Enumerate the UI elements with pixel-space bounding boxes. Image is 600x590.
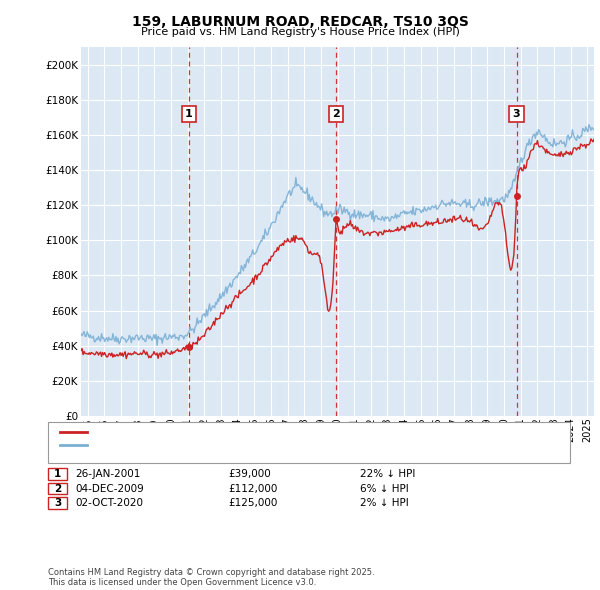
- Text: 3: 3: [54, 499, 61, 508]
- Text: 1: 1: [54, 469, 61, 478]
- Text: £112,000: £112,000: [228, 484, 277, 493]
- Text: 04-DEC-2009: 04-DEC-2009: [75, 484, 144, 493]
- Text: 2: 2: [54, 484, 61, 493]
- Text: 2% ↓ HPI: 2% ↓ HPI: [360, 499, 409, 508]
- Text: 6% ↓ HPI: 6% ↓ HPI: [360, 484, 409, 493]
- Text: 26-JAN-2001: 26-JAN-2001: [75, 469, 140, 478]
- Text: Price paid vs. HM Land Registry's House Price Index (HPI): Price paid vs. HM Land Registry's House …: [140, 27, 460, 37]
- Text: 22% ↓ HPI: 22% ↓ HPI: [360, 469, 415, 478]
- Text: Contains HM Land Registry data © Crown copyright and database right 2025.
This d: Contains HM Land Registry data © Crown c…: [48, 568, 374, 587]
- Text: 3: 3: [513, 109, 520, 119]
- Text: 1: 1: [185, 109, 193, 119]
- Text: HPI: Average price, semi-detached house, Redcar and Cleveland: HPI: Average price, semi-detached house,…: [91, 441, 406, 450]
- Text: £125,000: £125,000: [228, 499, 277, 508]
- Text: £39,000: £39,000: [228, 469, 271, 478]
- Text: 2: 2: [332, 109, 340, 119]
- Text: 159, LABURNUM ROAD, REDCAR, TS10 3QS (semi-detached house): 159, LABURNUM ROAD, REDCAR, TS10 3QS (se…: [91, 427, 421, 437]
- Text: 02-OCT-2020: 02-OCT-2020: [75, 499, 143, 508]
- Text: 159, LABURNUM ROAD, REDCAR, TS10 3QS: 159, LABURNUM ROAD, REDCAR, TS10 3QS: [131, 15, 469, 29]
